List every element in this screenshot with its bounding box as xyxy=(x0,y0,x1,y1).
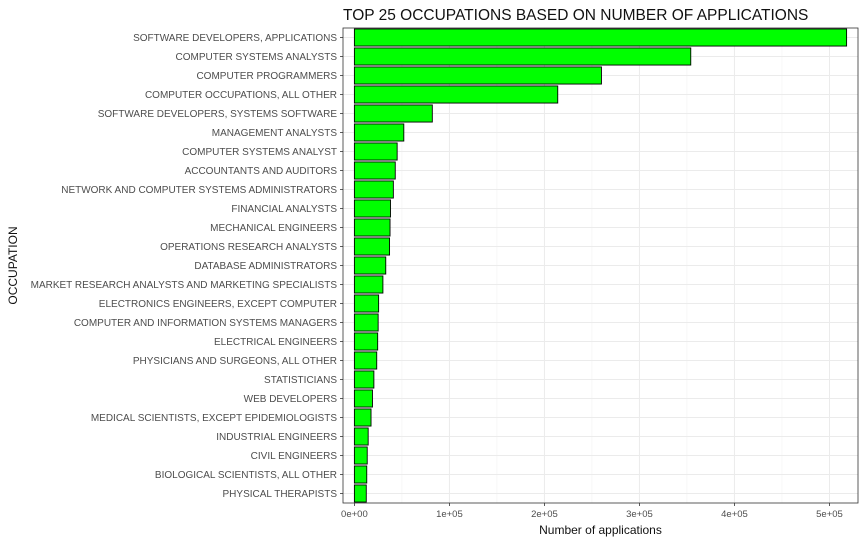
y-axis-label: OCCUPATION xyxy=(6,226,20,304)
y-tick-label: MEDICAL SCIENTISTS, EXCEPT EPIDEMIOLOGIS… xyxy=(91,413,337,424)
bar xyxy=(353,313,379,332)
y-tick-label: SOFTWARE DEVELOPERS, APPLICATIONS xyxy=(133,33,337,44)
bar xyxy=(353,218,391,237)
y-tick-label: CIVIL ENGINEERS xyxy=(251,451,338,462)
bar xyxy=(353,142,398,161)
x-tick-label: 3e+05 xyxy=(626,509,653,520)
bar xyxy=(353,351,378,370)
x-axis-label: Number of applications xyxy=(539,523,662,537)
y-tick-label: COMPUTER SYSTEMS ANALYST xyxy=(182,147,337,158)
y-tick-label: MANAGEMENT ANALYSTS xyxy=(212,128,338,139)
x-tick-label: 4e+05 xyxy=(721,509,748,520)
bar xyxy=(353,370,375,389)
grid-lines xyxy=(342,27,859,504)
bar xyxy=(353,408,372,427)
bar xyxy=(353,161,396,180)
y-tick-label: COMPUTER OCCUPATIONS, ALL OTHER xyxy=(145,90,337,101)
y-tick-label: COMPUTER SYSTEMS ANALYSTS xyxy=(175,52,337,63)
y-tick-label: BIOLOGICAL SCIENTISTS, ALL OTHER xyxy=(155,470,337,481)
y-tick-label: OPERATIONS RESEARCH ANALYSTS xyxy=(160,242,337,253)
bars xyxy=(353,28,848,503)
y-tick-label: INDUSTRIAL ENGINEERS xyxy=(216,432,337,443)
bar xyxy=(353,256,387,275)
bar xyxy=(353,446,368,465)
bar xyxy=(353,47,692,66)
y-tick-label: MECHANICAL ENGINEERS xyxy=(210,223,337,234)
bar xyxy=(353,427,369,446)
bar xyxy=(353,104,433,123)
bar xyxy=(353,199,391,218)
x-tick-label: 5e+05 xyxy=(816,509,843,520)
x-tick-label: 0e+00 xyxy=(341,509,368,520)
bar xyxy=(353,294,380,313)
x-tick-label: 1e+05 xyxy=(436,509,463,520)
y-tick-label: COMPUTER PROGRAMMERS xyxy=(196,71,337,82)
x-tick-labels: 0e+00 1e+05 2e+05 3e+05 4e+05 5e+05 xyxy=(341,503,843,520)
y-tick-label: MARKET RESEARCH ANALYSTS AND MARKETING S… xyxy=(31,280,338,291)
bar xyxy=(353,180,394,199)
bar xyxy=(353,28,848,47)
y-tick-label: ACCOUNTANTS AND AUDITORS xyxy=(185,166,338,177)
y-tick-label: FINANCIAL ANALYSTS xyxy=(231,204,337,215)
y-tick-label: ELECTRONICS ENGINEERS, EXCEPT COMPUTER xyxy=(99,299,337,310)
bar xyxy=(353,332,379,351)
y-tick-label: PHYSICAL THERAPISTS xyxy=(223,489,338,500)
y-tick-label: COMPUTER AND INFORMATION SYSTEMS MANAGER… xyxy=(74,318,337,329)
bar xyxy=(353,465,368,484)
y-tick-label: ELECTRICAL ENGINEERS xyxy=(214,337,337,348)
y-tick-label: NETWORK AND COMPUTER SYSTEMS ADMINISTRAT… xyxy=(61,185,337,196)
y-tick-label: WEB DEVELOPERS xyxy=(244,394,338,405)
x-tick-label: 2e+05 xyxy=(531,509,558,520)
y-tick-label: STATISTICIANS xyxy=(264,375,337,386)
y-tick-label: PHYSICIANS AND SURGEONS, ALL OTHER xyxy=(133,356,337,367)
bar xyxy=(353,389,373,408)
bar xyxy=(353,237,391,256)
chart-title: TOP 25 OCCUPATIONS BASED ON NUMBER OF AP… xyxy=(343,7,808,24)
bar xyxy=(353,66,602,85)
y-tick-labels: SOFTWARE DEVELOPERS, APPLICATIONS COMPUTE… xyxy=(31,33,343,500)
bar xyxy=(353,484,367,503)
bar xyxy=(353,85,559,104)
y-tick-label: SOFTWARE DEVELOPERS, SYSTEMS SOFTWARE xyxy=(98,109,338,120)
bar xyxy=(353,275,384,294)
bar xyxy=(353,123,405,142)
y-tick-label: DATABASE ADMINISTRATORS xyxy=(194,261,337,272)
